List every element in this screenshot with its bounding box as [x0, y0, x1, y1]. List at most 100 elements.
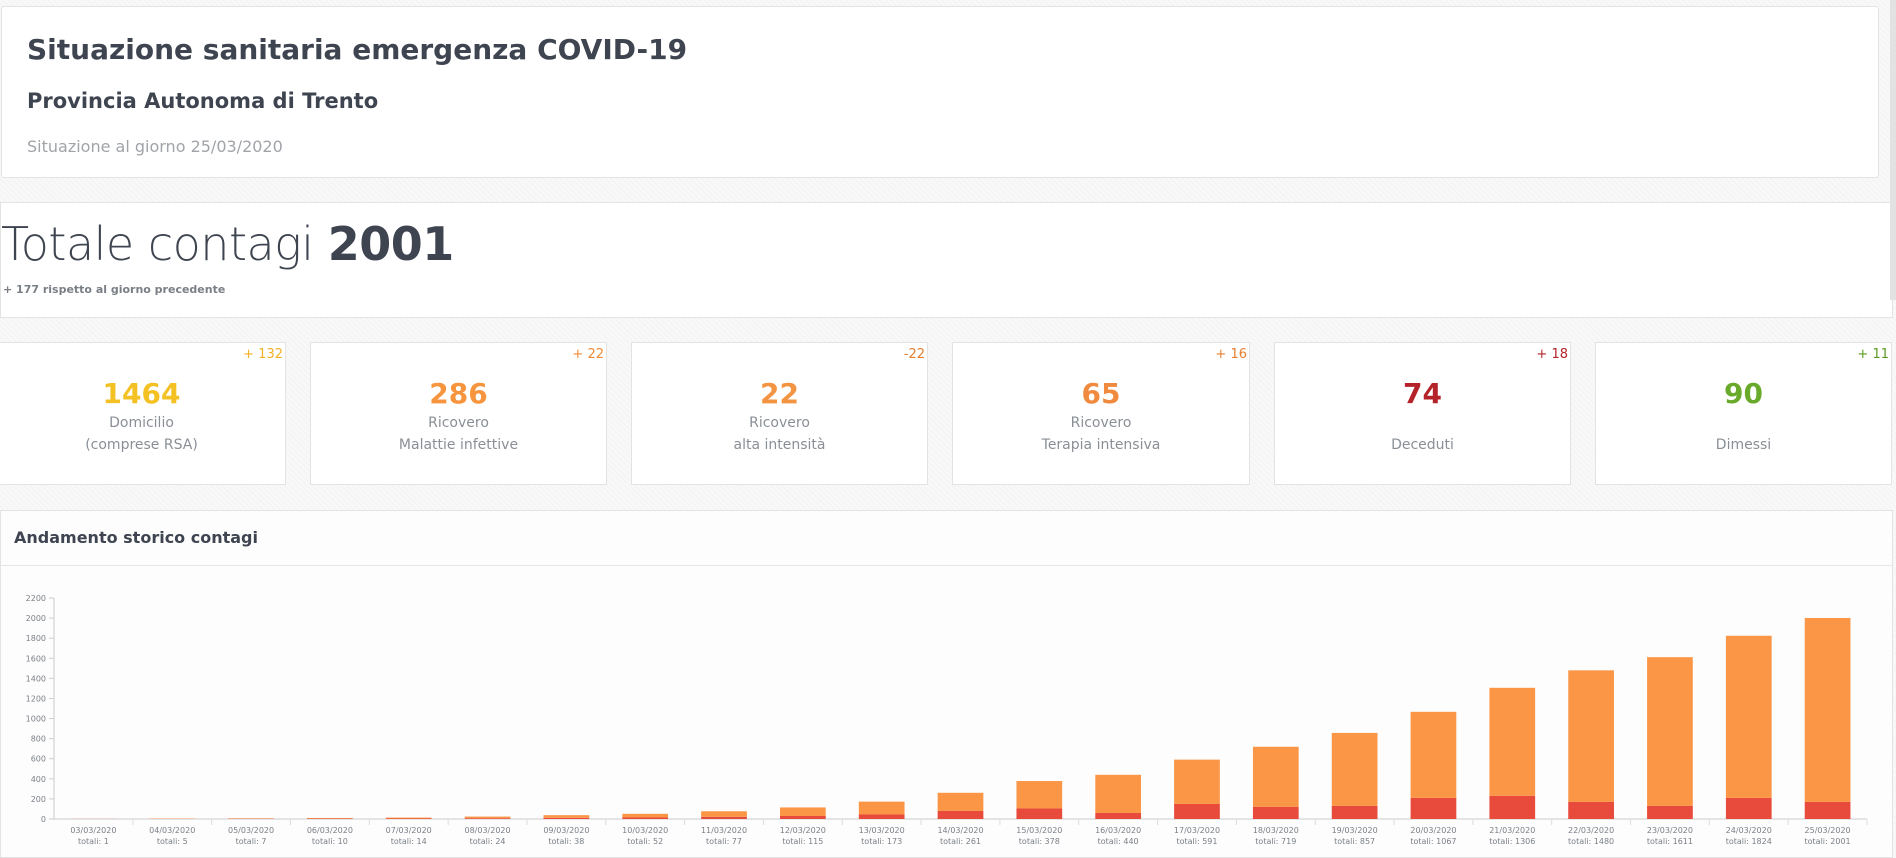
bar-segment	[858, 814, 905, 819]
bar-segment	[1489, 795, 1536, 819]
y-tick-label: 600	[31, 755, 46, 764]
x-tick-sublabel: totali: 5	[157, 837, 188, 846]
y-tick-label: 1600	[26, 654, 46, 663]
x-tick-label: 17/03/2020	[1174, 826, 1220, 835]
y-tick-label: 1000	[26, 715, 46, 724]
total-delta: + 177 rispetto al giorno precedente	[3, 283, 226, 296]
bar-segment	[1489, 687, 1536, 796]
x-tick-label: 08/03/2020	[464, 826, 510, 835]
x-tick-label: 21/03/2020	[1489, 826, 1535, 835]
bar-segment	[1568, 801, 1614, 819]
bar-segment	[1252, 746, 1299, 807]
bar-segment	[1804, 617, 1851, 802]
stat-card-deceduti: + 18 74 Deceduti	[1274, 342, 1571, 485]
bar-segment	[1410, 797, 1457, 819]
x-tick-sublabel: totali: 1067	[1410, 837, 1456, 846]
page-subtitle: Provincia Autonoma di Trento	[27, 89, 379, 113]
y-tick-label: 1200	[26, 694, 46, 703]
stat-value: 65	[1081, 377, 1121, 410]
bar-segment	[1647, 657, 1693, 806]
y-tick-label: 2200	[26, 594, 46, 603]
chart-divider	[1, 565, 1892, 566]
y-tick-label: 2000	[26, 614, 46, 623]
bar-segment	[779, 807, 826, 816]
x-tick-sublabel: totali: 10	[312, 837, 348, 846]
bar-segment	[543, 817, 590, 819]
bar-chart: 0 200 400 600 800 1000 1200 1400 1600 1800 2000 220…	[26, 594, 1868, 846]
bar-segment	[1647, 805, 1693, 819]
x-tick-label: 16/03/2020	[1095, 826, 1141, 835]
total-card: Totale contagi 2001 + 177 rispetto al gi…	[0, 202, 1893, 318]
bar-segment	[622, 817, 669, 819]
stat-value: 90	[1724, 377, 1763, 410]
stat-value: 74	[1403, 377, 1442, 410]
bar-segment	[307, 817, 353, 819]
bar-segment	[701, 816, 747, 819]
bar-segment	[622, 813, 669, 818]
x-tick-label: 11/03/2020	[701, 826, 747, 835]
x-tick-label: 25/03/2020	[1805, 826, 1851, 835]
stat-card-dimessi: + 11 90 Dimessi	[1595, 342, 1892, 485]
bar-segment	[464, 816, 511, 819]
stat-card-domicilio: + 132 1464 Domicilio (comprese RSA)	[0, 342, 286, 485]
x-tick-sublabel: totali: 24	[470, 837, 506, 846]
x-tick-label: 15/03/2020	[1016, 826, 1062, 835]
y-tick-label: 800	[31, 735, 46, 744]
bar-segment	[1016, 808, 1063, 819]
x-tick-sublabel: totali: 1306	[1489, 837, 1535, 846]
x-tick-sublabel: totali: 77	[706, 837, 742, 846]
bar-segment	[1174, 803, 1220, 819]
bar-segment	[1095, 774, 1142, 813]
stat-sublabel: (comprese RSA)	[85, 437, 198, 453]
x-tick-sublabel: totali: 440	[1098, 837, 1139, 846]
bar-segment	[1331, 732, 1378, 806]
total-headline: Totale contagi 2001	[1, 217, 454, 271]
x-tick-label: 14/03/2020	[937, 826, 983, 835]
x-tick-sublabel: totali: 7	[236, 837, 267, 846]
header-card: Situazione sanitaria emergenza COVID-19 …	[1, 6, 1879, 178]
bar-segment	[1016, 781, 1063, 809]
stat-label: Ricovero	[749, 415, 810, 431]
y-tick-label: 0	[41, 815, 46, 824]
stat-delta: + 132	[243, 347, 283, 362]
x-tick-sublabel: totali: 52	[627, 837, 663, 846]
page-title: Situazione sanitaria emergenza COVID-19	[27, 33, 688, 66]
x-tick-label: 19/03/2020	[1332, 826, 1378, 835]
bar-segment	[543, 815, 590, 818]
x-tick-sublabel: totali: 1611	[1647, 837, 1693, 846]
bar-segment	[1095, 812, 1142, 819]
stat-value: 1464	[102, 377, 181, 410]
stat-delta: + 11	[1857, 347, 1889, 362]
x-tick-sublabel: totali: 378	[1019, 837, 1060, 846]
x-tick-label: 12/03/2020	[780, 826, 826, 835]
x-tick-sublabel: totali: 2001	[1805, 837, 1851, 846]
x-tick-sublabel: totali: 1	[78, 837, 109, 846]
x-tick-sublabel: totali: 1480	[1568, 837, 1614, 846]
x-tick-sublabel: totali: 1824	[1726, 837, 1772, 846]
y-tick-label: 1400	[26, 674, 46, 683]
stat-sublabel: Dimessi	[1715, 437, 1772, 453]
x-tick-sublabel: totali: 261	[940, 837, 981, 846]
bar-segment	[937, 810, 984, 819]
stat-value: 22	[760, 377, 799, 410]
x-tick-sublabel: totali: 14	[391, 837, 427, 846]
stat-sublabel: alta intensità	[733, 437, 826, 453]
x-tick-label: 07/03/2020	[386, 826, 432, 835]
x-tick-label: 05/03/2020	[228, 826, 274, 835]
bar-segment	[1410, 711, 1457, 798]
bar-segment	[937, 792, 984, 811]
stat-delta: + 22	[572, 347, 604, 362]
bar-segment	[1568, 670, 1614, 802]
bar-segment	[779, 815, 826, 819]
bar-segment	[1331, 805, 1378, 819]
x-tick-label: 10/03/2020	[622, 826, 668, 835]
stat-delta: + 18	[1536, 347, 1568, 362]
bar-segment	[858, 801, 905, 815]
scrollbar[interactable]	[1890, 0, 1896, 300]
total-value: 2001	[327, 217, 455, 271]
x-tick-sublabel: totali: 38	[548, 837, 584, 846]
chart-card: Andamento storico contagi 0 200 400 600 800 1…	[0, 510, 1893, 858]
x-tick-label: 06/03/2020	[307, 826, 353, 835]
bar-segment	[1725, 635, 1772, 798]
